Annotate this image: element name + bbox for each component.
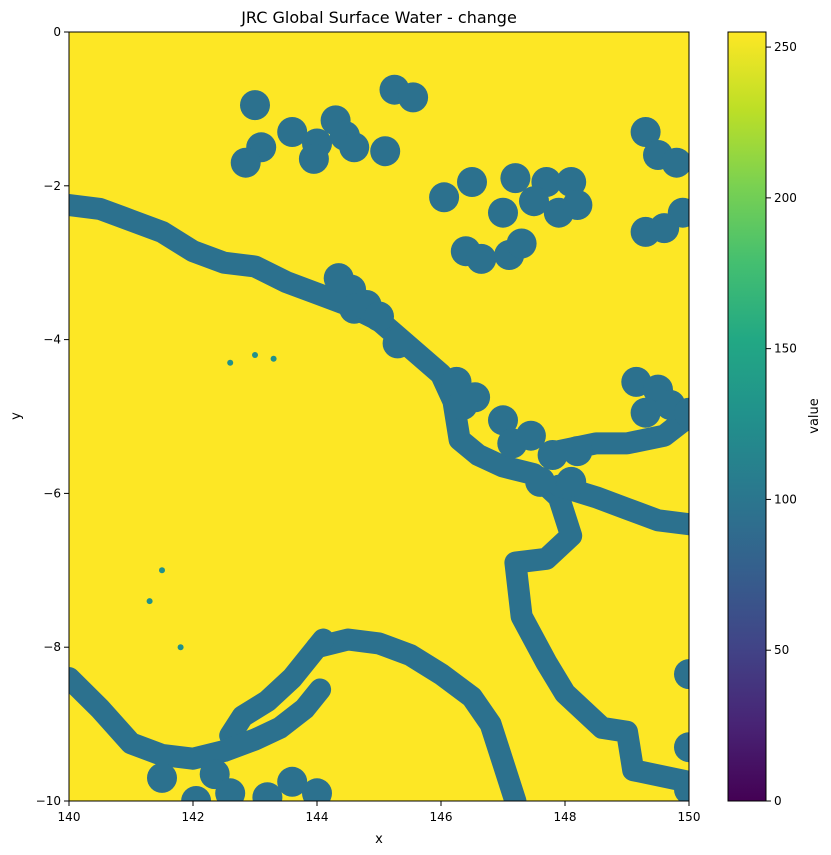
colorbar-tick-label: 200 xyxy=(774,191,797,205)
water-blob xyxy=(382,328,413,359)
colorbar-tick-label: 250 xyxy=(774,40,797,54)
wetland-speck xyxy=(177,644,184,651)
river-feature xyxy=(69,667,332,770)
water-blob xyxy=(674,732,689,763)
water-blob xyxy=(147,762,177,793)
water-blob xyxy=(630,397,661,428)
colorbar-tick-label: 150 xyxy=(774,342,797,356)
water-blob xyxy=(515,420,546,451)
wetland-speck xyxy=(146,598,153,605)
plot-frame xyxy=(68,31,690,802)
water-blob xyxy=(537,440,568,470)
y-tick-label: −6 xyxy=(43,486,61,500)
wetland-speck xyxy=(270,355,277,362)
colorbar-ticks: 0 50 100 150 200 250 xyxy=(766,40,797,808)
water-blob xyxy=(230,147,261,178)
x-tick-label: 148 xyxy=(554,810,577,824)
x-tick-label: 140 xyxy=(58,810,81,824)
plot-area xyxy=(68,31,690,802)
colorbar-label: value xyxy=(807,398,822,434)
water-features xyxy=(69,74,689,801)
water-blob xyxy=(630,117,661,147)
x-tick-label: 146 xyxy=(430,810,453,824)
water-blob xyxy=(447,390,478,420)
water-blob xyxy=(429,182,460,213)
river-feature xyxy=(219,628,335,747)
water-blob xyxy=(674,774,689,801)
colorbar-tick-label: 0 xyxy=(774,794,782,808)
water-blob xyxy=(556,466,587,497)
y-tick-label: 0 xyxy=(53,25,61,39)
water-blob xyxy=(277,117,308,147)
colorbar-tick-label: 50 xyxy=(774,643,789,657)
water-blob xyxy=(674,659,689,690)
wetland-speck xyxy=(227,359,234,366)
water-blob xyxy=(181,786,212,801)
water-blob xyxy=(398,82,429,113)
water-blob xyxy=(500,163,531,194)
water-blob xyxy=(556,167,587,197)
water-blob xyxy=(252,782,283,801)
colorbar-gradient xyxy=(727,31,767,802)
y-tick-label: −4 xyxy=(43,333,61,347)
water-blob xyxy=(302,778,332,801)
water-blob xyxy=(457,167,487,197)
y-axis-label: y xyxy=(9,412,24,420)
water-blob xyxy=(649,213,680,244)
water-blob xyxy=(488,405,518,436)
river-feature xyxy=(69,194,689,793)
river-feature xyxy=(547,474,689,536)
x-axis: 140 142 144 146 148 150 xyxy=(58,801,701,824)
y-tick-label: −2 xyxy=(43,179,61,193)
water-blob xyxy=(562,190,593,220)
water-blob xyxy=(339,132,370,163)
water-blob xyxy=(370,136,401,167)
water-blob xyxy=(277,766,308,797)
water-blob xyxy=(240,90,270,121)
river-feature xyxy=(306,628,527,801)
water-blob xyxy=(519,186,549,217)
water-blob xyxy=(298,143,329,174)
wetland-speck xyxy=(252,352,258,358)
water-blob xyxy=(364,301,394,332)
water-blob xyxy=(661,147,689,178)
y-axis: 0 −2 −4 −6 −8 −10 xyxy=(36,25,69,808)
x-tick-label: 142 xyxy=(182,810,205,824)
x-axis-label: x xyxy=(375,832,383,847)
x-tick-label: 144 xyxy=(306,810,329,824)
wetland-speck xyxy=(159,567,165,574)
water-blob xyxy=(525,466,556,497)
y-tick-label: −8 xyxy=(43,640,61,654)
water-blob xyxy=(466,243,497,274)
water-blob xyxy=(215,778,246,801)
water-blob xyxy=(562,436,593,467)
x-tick-label: 150 xyxy=(678,810,701,824)
colorbar: 0 50 100 150 200 250 value xyxy=(727,31,822,808)
y-tick-label: −10 xyxy=(36,794,61,808)
chart-title: JRC Global Surface Water - change xyxy=(240,8,517,27)
water-blob xyxy=(674,397,689,428)
water-blob xyxy=(506,228,537,259)
colorbar-tick-label: 100 xyxy=(774,492,797,506)
water-blob xyxy=(488,197,518,228)
